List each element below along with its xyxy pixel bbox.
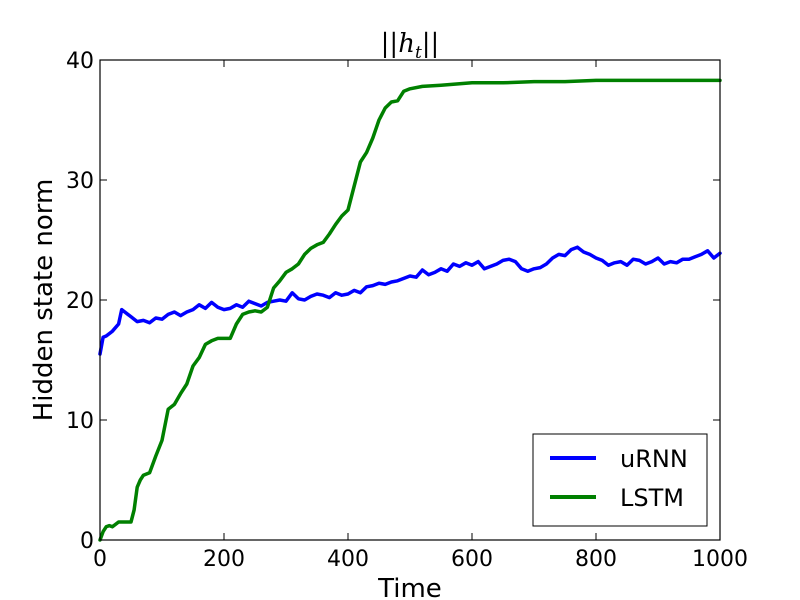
legend-label-lstm: LSTM bbox=[620, 484, 684, 512]
x-tick-label: 600 bbox=[451, 547, 493, 572]
x-tick-label: 800 bbox=[575, 547, 617, 572]
series-line-lstm bbox=[98, 78, 722, 542]
legend: uRNN LSTM bbox=[532, 433, 708, 527]
x-tick-label: 200 bbox=[203, 547, 245, 572]
y-tick-label: 40 bbox=[66, 49, 94, 74]
y-axis-title: Hidden state norm bbox=[29, 179, 59, 422]
x-tick-label: 400 bbox=[327, 547, 369, 572]
legend-box bbox=[532, 433, 708, 527]
plot-area-frame bbox=[99, 59, 721, 541]
series-line-urnn bbox=[98, 245, 722, 356]
chart-title: ||ht|| bbox=[381, 29, 440, 63]
x-tick-label: 1000 bbox=[692, 547, 748, 572]
legend-label-urnn: uRNN bbox=[620, 445, 688, 473]
y-tick-label: 20 bbox=[66, 289, 94, 314]
y-tick-label: 0 bbox=[80, 529, 94, 554]
x-tick-label: 0 bbox=[93, 547, 107, 572]
x-axis-title: Time bbox=[377, 574, 442, 600]
y-tick-label: 30 bbox=[66, 169, 94, 194]
y-tick-label: 10 bbox=[66, 409, 94, 434]
